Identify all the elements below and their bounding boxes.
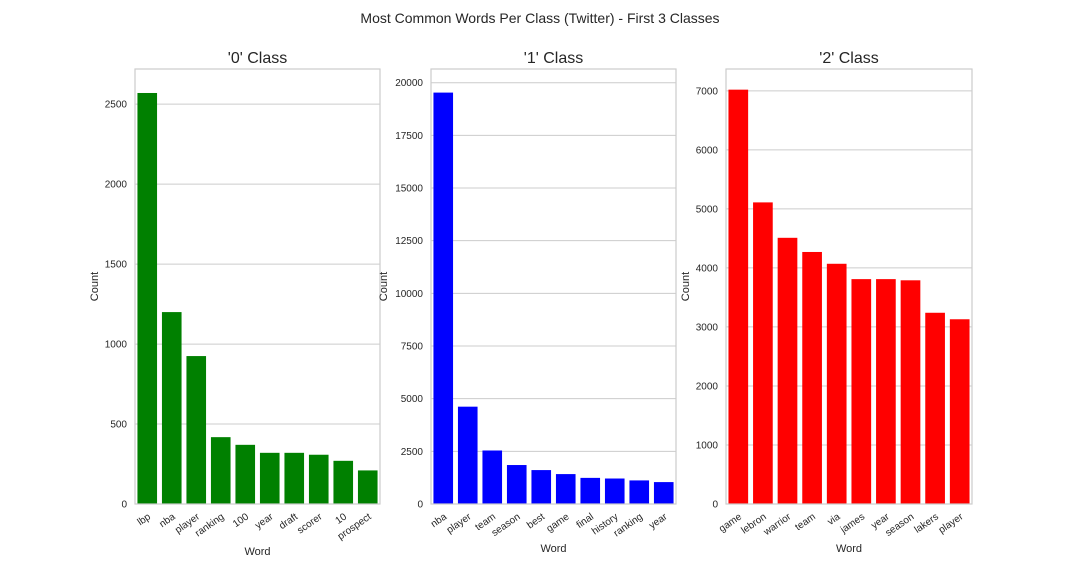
bar-history — [604, 478, 625, 504]
bar-warrior — [777, 237, 798, 504]
figure-suptitle: Most Common Words Per Class (Twitter) - … — [360, 10, 719, 26]
y-tick-label: 2000 — [105, 180, 128, 191]
y-tick-label: 7000 — [696, 86, 719, 97]
bar-year — [653, 482, 674, 504]
y-tick-label: 1000 — [105, 340, 128, 351]
bar-final — [580, 477, 601, 504]
bar-team — [482, 450, 503, 504]
bar-prospect — [357, 470, 378, 504]
y-tick-label: 2500 — [105, 100, 128, 111]
bar-lakers — [925, 312, 945, 504]
y-tick-label: 2000 — [696, 381, 719, 392]
bar-100 — [235, 444, 256, 504]
y-axis-label: Count — [89, 272, 101, 301]
bar-year — [876, 279, 896, 504]
bar-ranking — [629, 480, 650, 504]
y-axis-label: Count — [680, 272, 692, 301]
y-tick-label: 0 — [121, 500, 127, 511]
bar-player — [186, 356, 207, 504]
chart-panel-2: 01000200030004000500060007000gamelebronw… — [680, 50, 973, 555]
bar-game — [728, 89, 749, 504]
x-axis-label: Word — [540, 543, 566, 555]
y-tick-label: 20000 — [395, 78, 423, 89]
bar-ranking — [210, 437, 231, 504]
bar-season — [900, 280, 921, 504]
y-tick-label: 15000 — [395, 184, 423, 195]
bar-season — [506, 465, 527, 504]
axes-frame — [134, 68, 381, 505]
bar-scorer — [308, 454, 329, 504]
y-tick-label: 6000 — [696, 145, 719, 156]
bar-player — [949, 319, 970, 504]
subplot-title: '0' Class — [228, 50, 287, 67]
x-axis-label: Word — [836, 543, 862, 555]
y-tick-label: 3000 — [696, 322, 719, 333]
bar-nba — [433, 92, 454, 504]
bar-best — [531, 470, 552, 504]
bar-james — [851, 279, 872, 504]
y-tick-label: 0 — [712, 500, 718, 511]
axes-frame — [725, 68, 973, 505]
y-tick-label: 0 — [417, 500, 423, 511]
y-tick-label: 10000 — [395, 289, 423, 300]
y-tick-label: 500 — [110, 420, 127, 431]
y-tick-label: 7500 — [401, 342, 424, 353]
y-tick-label: 4000 — [696, 263, 719, 274]
x-axis-label: Word — [244, 546, 270, 558]
bar-nba — [161, 312, 182, 504]
y-tick-label: 17500 — [395, 131, 423, 142]
axes-frame — [430, 68, 677, 505]
y-tick-label: 2500 — [401, 447, 424, 458]
bar-game — [555, 474, 576, 504]
bar-10 — [333, 460, 354, 504]
y-tick-label: 1000 — [696, 440, 719, 451]
y-axis-label: Count — [378, 272, 390, 301]
bar-lbp — [137, 92, 158, 505]
bar-year — [259, 452, 280, 504]
bar-via — [826, 263, 847, 504]
y-tick-label: 5000 — [401, 394, 424, 405]
y-tick-label: 5000 — [696, 204, 719, 215]
bar-player — [457, 406, 478, 504]
y-tick-label: 1500 — [105, 260, 128, 271]
subplot-title: '1' Class — [524, 50, 583, 67]
bar-team — [802, 251, 822, 504]
bar-draft — [284, 452, 305, 504]
y-tick-label: 12500 — [395, 236, 423, 247]
subplot-title: '2' Class — [819, 50, 878, 67]
bar-lebron — [753, 202, 773, 504]
